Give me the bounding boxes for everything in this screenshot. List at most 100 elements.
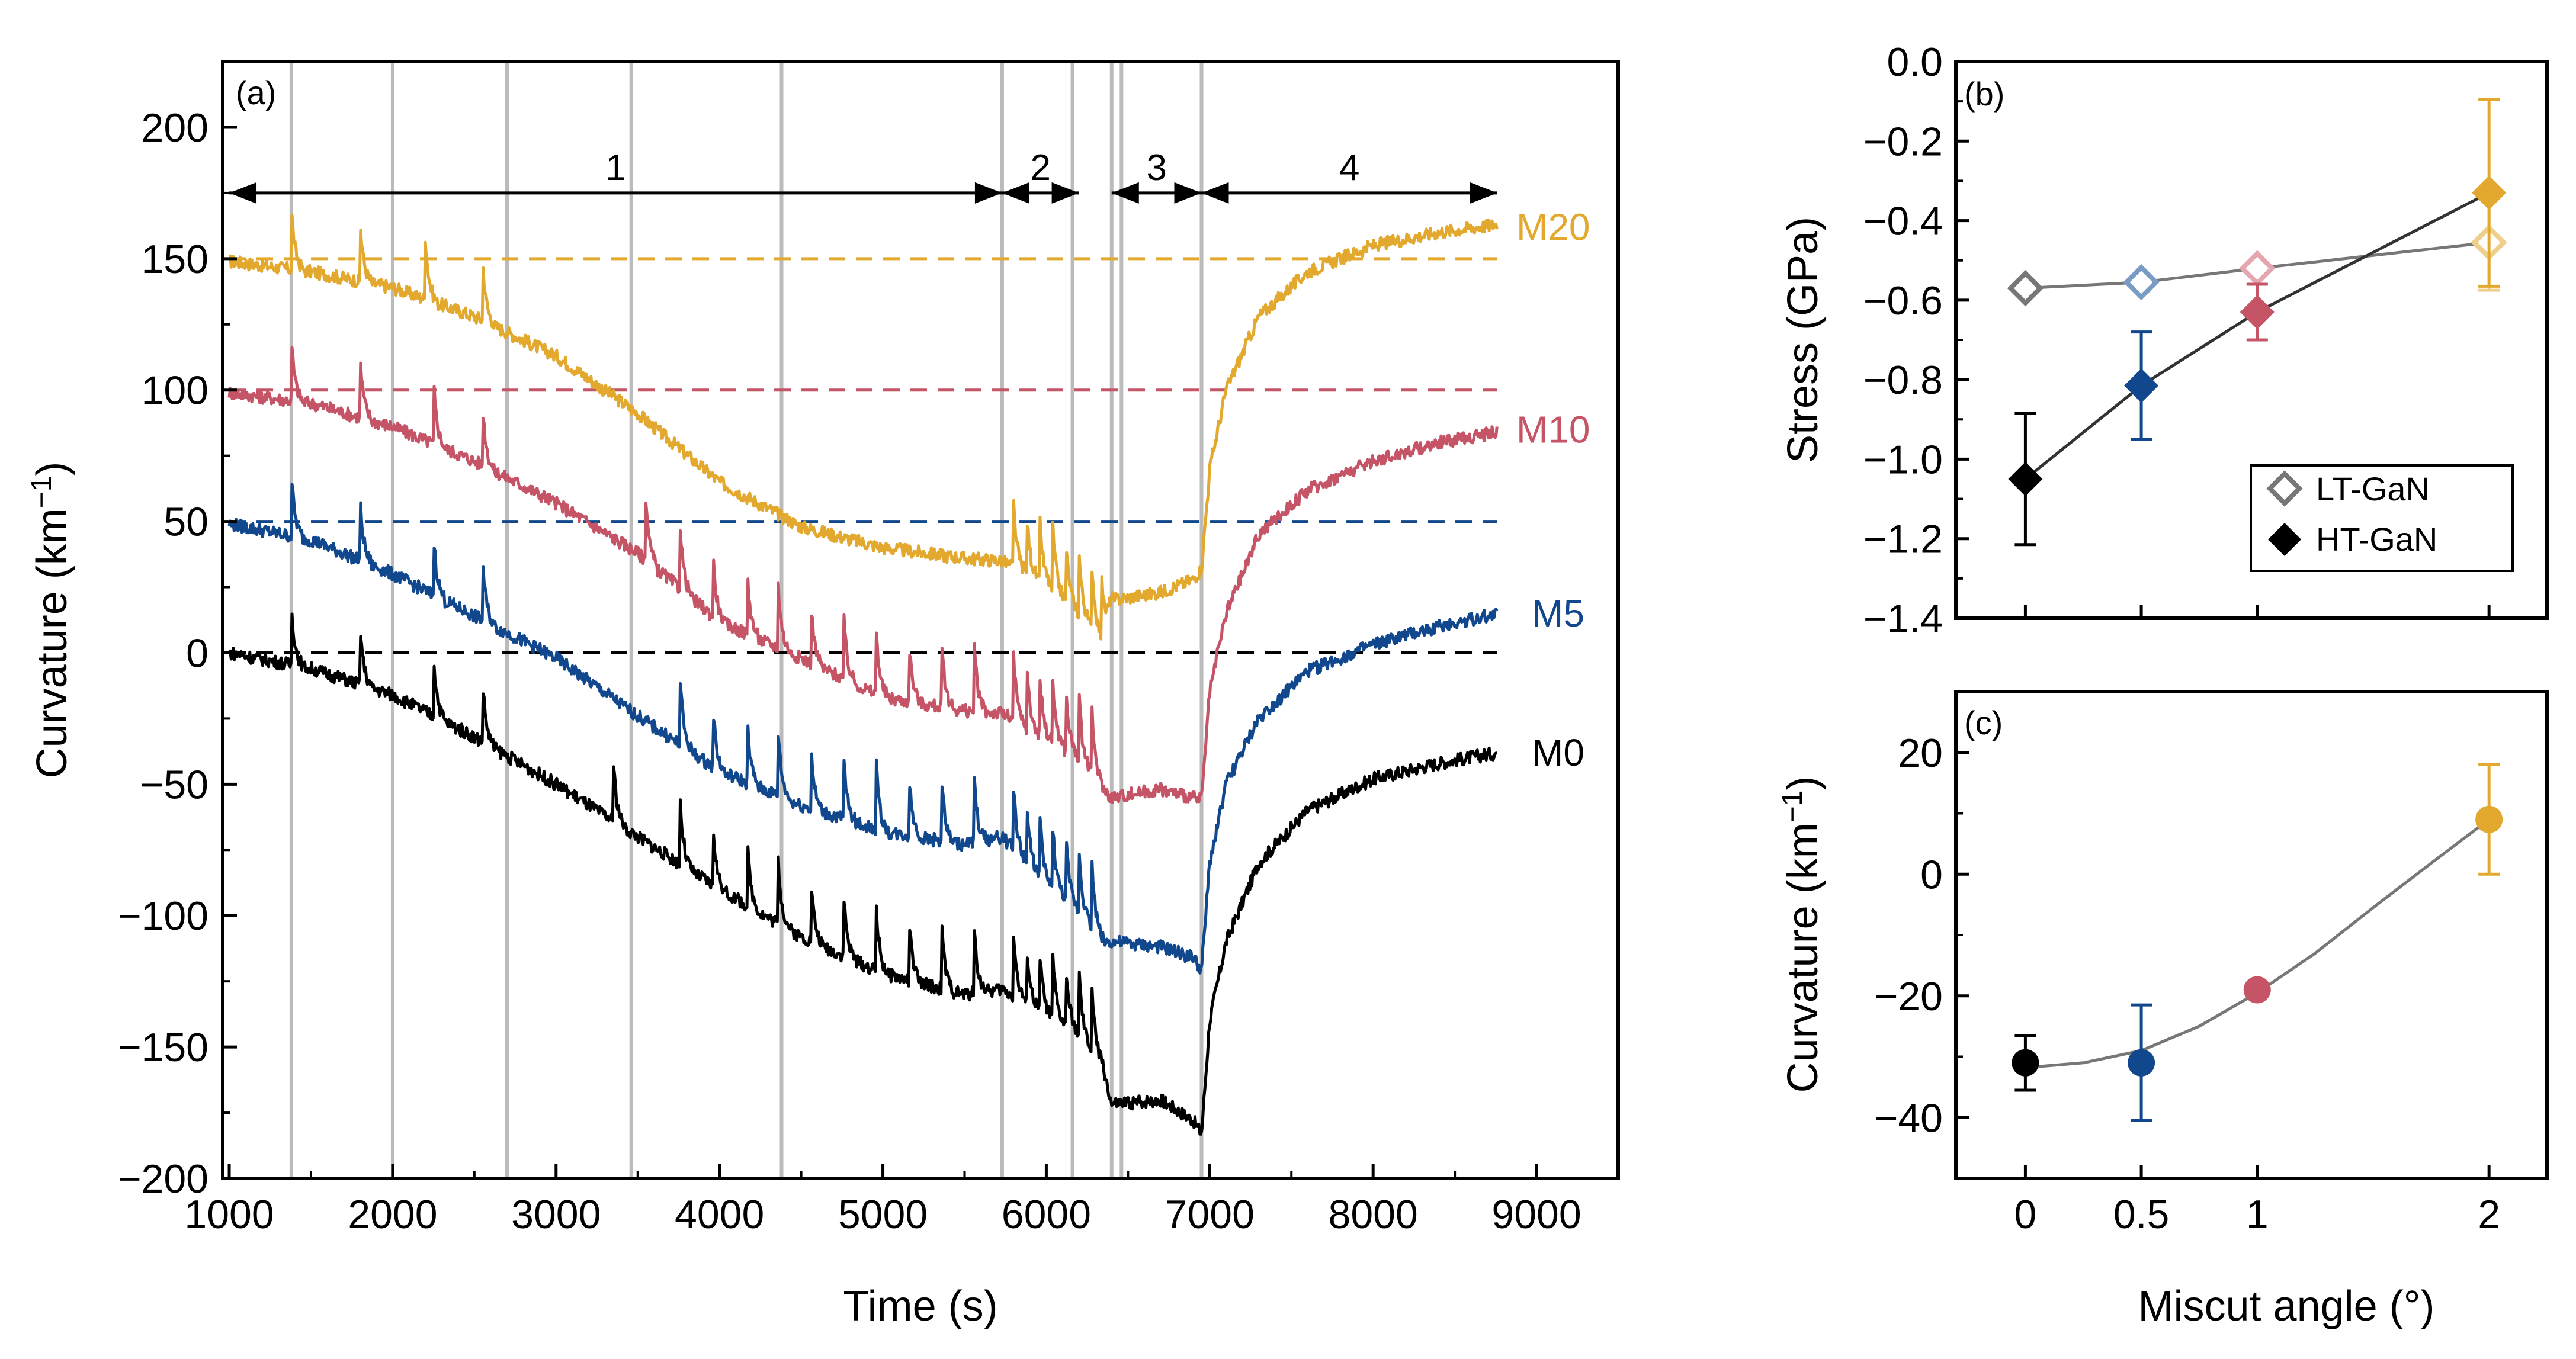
phase-arrows: 1 2 3 4 [229,147,1497,204]
curvature-marker-1 [2243,976,2271,1004]
series-label-m0: M0 [1532,731,1584,774]
ht-gan-marker-1 [2240,295,2275,329]
c-x-tick-label-1: 0.5 [2113,1192,2170,1237]
panel-c-y-ticks: −40 −20 0 20 [1875,731,1969,1140]
panel-b-x-ticks [2023,605,2491,618]
series-labels: M20 M10 M5 M0 [1516,206,1590,775]
phase-label-3: 3 [1146,147,1166,188]
curvature-marker-0 [2012,1049,2039,1077]
lt-gan-marker-1 [2239,250,2276,287]
c-x-tick-label-0: 0 [2014,1192,2036,1237]
phase-arrowhead-left-2 [1002,182,1029,204]
legend-ht-gan-marker [2268,523,2301,556]
panel-b-label: (b) [1964,75,2004,113]
series-line-m20 [229,213,1499,641]
curvature-marker-2 [2475,805,2503,833]
phase-label-4: 4 [1339,147,1359,188]
y-tick-label--150: −150 [118,1025,208,1070]
b-y-tick-label-7: 0.0 [1887,40,1943,85]
curvature-series [227,213,1499,1136]
panel-a-y-axis-title: Curvature (km−1) [26,462,76,779]
phase-arrowhead-right-2 [1051,182,1079,204]
y-tick-label-150: 150 [142,237,208,282]
b-y-tick-label-3: −0.8 [1863,358,1943,403]
y-tick-label-100: 100 [142,368,208,413]
series-label-m5: M5 [1532,592,1584,635]
series-label-m10: M10 [1516,408,1590,451]
panel-c-y-title-main: Curvature (km [1779,823,1827,1093]
y-tick-label-50: 50 [163,500,208,545]
curvature-fit-line [2025,818,2490,1069]
y-tick-label--100: −100 [118,894,208,939]
panel-c-label: (c) [1964,704,2003,741]
panel-b-legend: LT-GaN HT-GaN [2250,464,2514,572]
c-y-tick-label-0: −40 [1875,1095,1943,1140]
panel-a-x-axis-title: Time (s) [843,1283,997,1330]
panel-b-plot: −1.4 −1.2 −1.0 −0.8 −0.6 −0.4 −0.2 0.0 (b) Stre… [1779,40,2549,641]
y-tick-label--50: −50 [140,762,208,807]
panel-a-label: (a) [236,74,276,111]
phase-arrowhead-right-3 [1174,182,1202,204]
ht-gan-marker-0 [2008,462,2043,496]
x-tick-label-3000: 3000 [511,1192,601,1237]
series-label-m20: M20 [1516,206,1590,249]
series-line-m5 [227,483,1499,975]
panel-a-frame [221,60,1620,1180]
legend-ht-gan-label: HT-GaN [2316,521,2437,558]
b-y-tick-label-1: −1.2 [1863,517,1943,562]
x-tick-label-9000: 9000 [1491,1192,1581,1237]
lt-gan-fit-line [2025,241,2490,290]
panel-b-y-ticks: −1.4 −1.2 −1.0 −0.8 −0.6 −0.4 −0.2 0.0 [1863,40,1969,641]
panel-a-y-title-sup: −1 [26,476,57,509]
panel-a-y-ticks: −200 −150 −100 −50 0 50 100 150 200 [118,105,237,1201]
panel-c-y-title-sup: −1 [1777,791,1808,823]
phase-arrowhead-right-4 [1470,182,1497,204]
c-x-tick-label-2: 1 [2246,1192,2269,1237]
panel-c-y-title-close: ) [1779,776,1827,791]
panel-c-y-axis-title: Curvature (km−1) [1777,776,1827,1093]
panel-c-content [2012,763,2503,1122]
panel-b-y-axis-title: Stress (GPa) [1779,217,1827,463]
panel-c-x-ticks: 0 0.5 1 2 [2014,1165,2500,1237]
x-tick-label-5000: 5000 [838,1192,928,1237]
y-tick-label-0: 0 [186,631,208,676]
x-tick-label-7000: 7000 [1165,1192,1255,1237]
x-tick-label-1000: 1000 [184,1192,274,1237]
b-y-tick-label-4: −0.6 [1863,278,1943,323]
panel-a-x-ticks: 1000 2000 3000 4000 5000 6000 7000 8000 9000 [184,1164,1581,1237]
c-y-tick-label-2: 0 [1920,852,1943,897]
x-tick-label-8000: 8000 [1329,1192,1418,1237]
lt-gan-marker-0.5 [2123,264,2160,301]
ht-gan-marker-0.5 [2124,368,2159,403]
x-tick-label-2000: 2000 [348,1192,437,1237]
b-y-tick-label-0: −1.4 [1863,596,1943,641]
legend-lt-gan-label: LT-GaN [2316,470,2430,507]
ht-gan-marker-2 [2472,175,2507,210]
c-y-tick-label-3: 20 [1898,731,1943,776]
b-y-tick-label-6: −0.2 [1863,119,1943,164]
phase-arrowhead-right-1 [974,182,1002,204]
panel-b-content [2007,98,2507,547]
b-y-tick-label-2: −1.0 [1863,437,1943,482]
legend-lt-gan-marker [2266,470,2303,507]
c-x-tick-label-3: 2 [2478,1192,2500,1237]
panel-c-frame [1954,690,2549,1180]
panel-a-y-title-close: ) [28,462,76,476]
curvature-marker-0.5 [2128,1049,2155,1077]
phase-arrowhead-left-4 [1201,182,1229,204]
phase-label-1: 1 [605,147,625,188]
x-tick-label-4000: 4000 [675,1192,764,1237]
c-y-tick-label-1: −20 [1875,974,1943,1019]
baseline-dashed-lines [229,257,1497,654]
panel-c-x-axis-title: Miscut angle (°) [2138,1283,2435,1330]
phase-arrowhead-left-3 [1111,182,1139,204]
panel-c-plot: −40 −20 0 20 0 0.5 1 2 (c) Miscut angle (°) Cu… [1777,690,2549,1330]
y-tick-label-200: 200 [142,105,208,150]
phase-label-2: 2 [1031,147,1051,188]
lt-gan-marker-0 [2007,270,2044,307]
series-line-m0 [228,612,1498,1136]
series-line-m10 [227,346,1499,804]
b-y-tick-label-5: −0.4 [1863,199,1943,244]
